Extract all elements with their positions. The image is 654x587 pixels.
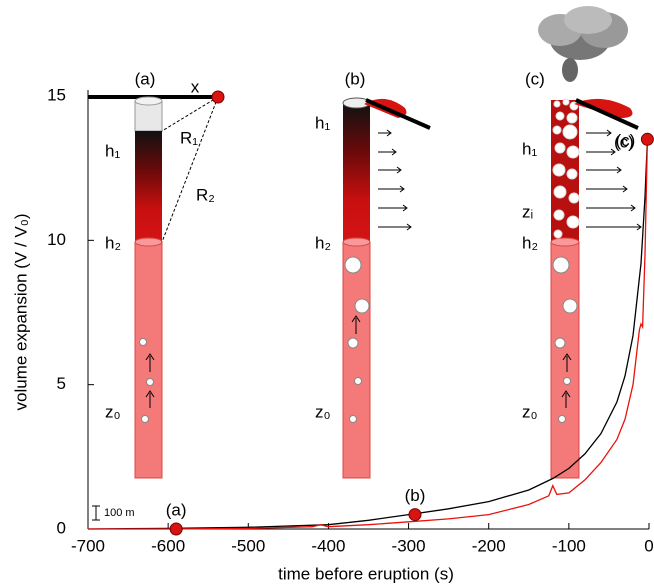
annotation: (b)	[345, 69, 366, 88]
marker	[169, 522, 183, 536]
x-tick-label: -100	[552, 536, 586, 555]
annotation: h₂	[522, 233, 538, 252]
y-tick-label: 15	[47, 85, 66, 104]
marker-label: (b)	[405, 486, 426, 505]
annotation: h₁	[105, 141, 120, 160]
annotation: (c)	[525, 69, 545, 88]
marker-label: (a)	[166, 500, 187, 519]
annotation: (a)	[135, 69, 156, 88]
annotation: h₂	[315, 233, 331, 252]
x-tick-label: -600	[151, 536, 185, 555]
series-line	[88, 139, 649, 530]
x-tick-label: 0	[644, 536, 653, 555]
annotation: h₂	[105, 233, 121, 252]
y-tick-label: 10	[47, 230, 66, 249]
marker	[640, 132, 654, 146]
annotation: h₁	[315, 113, 330, 132]
x-tick-label: -500	[231, 536, 265, 555]
marker-label: (c)	[615, 131, 635, 150]
marker	[408, 508, 422, 522]
x-axis-title: time before eruption (s)	[278, 564, 454, 583]
annotation: z₀	[522, 402, 538, 421]
y-axis-title: volume expansion (V / V₀)	[11, 214, 30, 411]
scale-label: 100 m	[104, 507, 135, 519]
annotation: R₁	[180, 128, 198, 147]
annotation: z₀	[105, 402, 121, 421]
annotation: h₁	[522, 139, 537, 158]
illustration	[88, 6, 642, 521]
series-line	[87, 139, 649, 530]
x-tick-label: -400	[311, 536, 345, 555]
annotations: (a) x R₁ R₂ h₁ h₂ z₀ (b) h₁ h₂ z₀ (c) h₁…	[104, 69, 634, 518]
annotation: x	[191, 77, 200, 96]
annotation: zᵢ	[522, 202, 533, 221]
x-tick-label: -300	[392, 536, 426, 555]
annotation: z₀	[315, 402, 331, 421]
y-tick-label: 0	[57, 518, 66, 537]
annotation: (c)	[614, 132, 634, 151]
annotation: R₂	[196, 185, 215, 204]
x-tick-label: -200	[472, 536, 506, 555]
y-tick-label: 5	[57, 374, 66, 393]
x-tick-label: -700	[71, 536, 105, 555]
